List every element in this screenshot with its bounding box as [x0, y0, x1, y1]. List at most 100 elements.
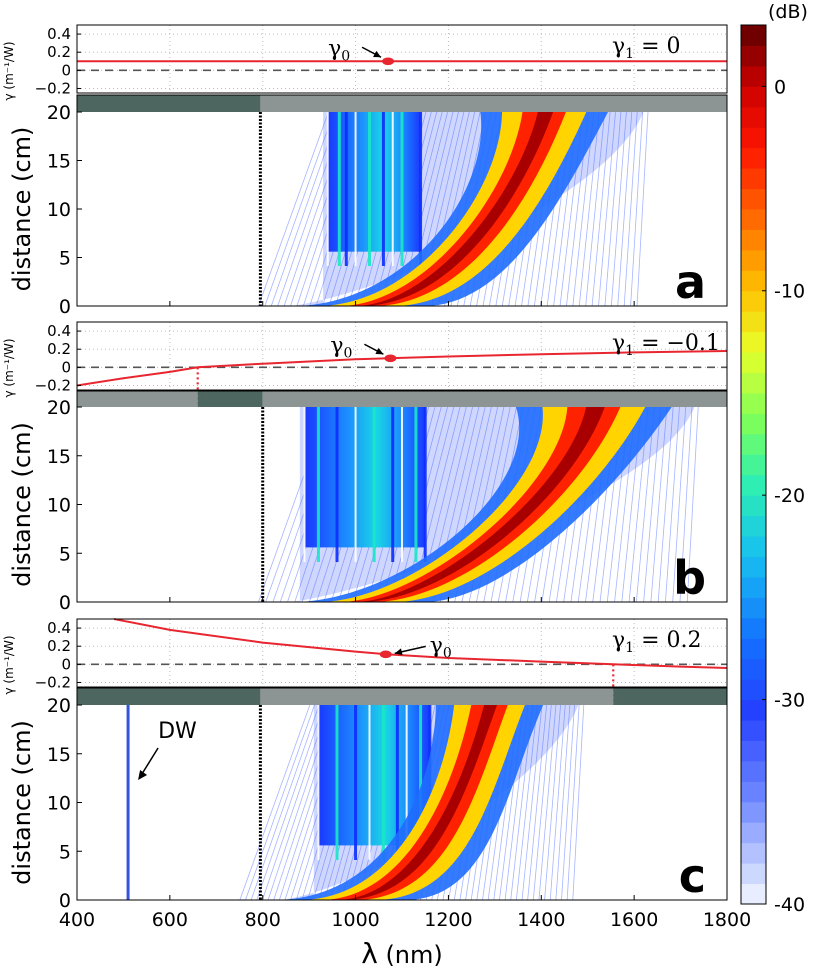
gamma1-label: γ1 = 0 — [612, 34, 681, 62]
gamma0-arrowhead — [375, 347, 384, 355]
dispersion-bar-segment — [197, 391, 263, 407]
colorbar-band — [741, 413, 766, 435]
distance-tick-label: 0 — [59, 296, 71, 318]
colorbar-band — [741, 740, 766, 762]
gamma1-subscript: 1 — [625, 640, 634, 656]
gamma-tick-label: 0.4 — [47, 25, 71, 43]
colorbar-band — [741, 372, 766, 394]
colorbar-band — [741, 249, 766, 271]
gamma-tick-label: 0 — [61, 655, 71, 673]
colorbar-band — [741, 127, 766, 149]
fringe-stripe — [515, 705, 538, 900]
colorbar-band — [741, 679, 766, 701]
x-tick-label: 1600 — [610, 909, 658, 931]
gamma-axis-label: γ (m⁻¹/W) — [2, 338, 16, 397]
colorbar-frame — [740, 24, 767, 905]
distance-tick-label: 10 — [47, 495, 71, 517]
gamma-frame — [76, 24, 728, 94]
distance-axis-label: distance (cm) — [8, 127, 36, 292]
x-tick-label: 1200 — [424, 909, 472, 931]
x-axis-lambda: λ — [361, 937, 378, 970]
distance-tick-label: 15 — [47, 446, 71, 468]
fringe-stripe — [630, 112, 643, 306]
heatmap-frame — [76, 390, 728, 603]
colorbar-band — [741, 433, 766, 455]
panel-letter: b — [673, 551, 706, 605]
gamma-tick-label: 0 — [61, 61, 71, 79]
fringe-stripe — [538, 705, 557, 900]
fringe-stripe — [643, 407, 662, 602]
distance-tick-label: 20 — [47, 695, 71, 717]
soliton-ridge-core — [339, 705, 498, 900]
panels-group: γ0 γ1 = 00.40.20−0.2γ (m⁻¹/W)05101520dist… — [2, 24, 728, 912]
x-axis-label: λ (nm) — [361, 937, 443, 970]
colorbar-band — [741, 801, 766, 823]
fringe-stripe — [665, 407, 680, 602]
colorbar-band — [741, 352, 766, 374]
x-tick-label: 600 — [152, 909, 188, 931]
gamma0-subscript: 0 — [443, 645, 452, 661]
fringe-stripe — [561, 705, 575, 900]
fringe-stripe — [591, 112, 611, 306]
plateau-band — [304, 407, 426, 548]
colorbar-band — [741, 536, 766, 557]
x-tick-label: 1400 — [517, 909, 565, 931]
gamma-frame — [76, 618, 728, 688]
colorbar-band — [741, 45, 766, 67]
colorbar-band — [741, 822, 766, 844]
x-tick-label: 400 — [59, 909, 95, 931]
distance-tick-label: 10 — [47, 199, 71, 221]
fringe-stripe — [245, 705, 315, 900]
heatmap-layer — [239, 705, 585, 900]
x-tick-label: 1800 — [703, 909, 751, 931]
heatmap-frame — [76, 94, 728, 307]
colorbar-band — [741, 842, 766, 864]
soliton-ridge-inner — [343, 112, 566, 306]
x-tick-label: 800 — [245, 909, 281, 931]
distance-axis-label: distance (cm) — [8, 422, 36, 587]
heatmap-frame — [76, 687, 728, 901]
gamma-axis-label: γ (m⁻¹/W) — [2, 635, 16, 694]
colorbar-band — [741, 474, 766, 496]
gamma-tick-label: −0.2 — [35, 673, 71, 691]
heatmap-layer — [258, 112, 649, 306]
gamma-frame — [76, 321, 728, 391]
gamma-curve — [76, 350, 728, 387]
colorbar-band — [741, 699, 766, 721]
colorbar-tick-label: 0 — [774, 76, 786, 98]
distance-tick-label: 15 — [47, 151, 71, 173]
soliton-ridge-core — [358, 407, 605, 602]
panel-a: γ0 γ1 = 00.40.20−0.2γ (m⁻¹/W)05101520dist… — [2, 24, 728, 318]
colorbar-band — [741, 25, 766, 46]
fringe-stripe — [623, 112, 638, 306]
colorbar-band — [741, 290, 766, 312]
colorbar-band — [741, 311, 766, 333]
colorbar-unit-label: (dB) — [768, 1, 808, 23]
dispersion-bar-segment — [77, 391, 198, 407]
distance-tick-label: 0 — [59, 890, 71, 912]
colorbar-tick-label: -30 — [774, 690, 805, 712]
colorbar-band — [741, 658, 766, 680]
distance-axis-label: distance (cm) — [8, 720, 36, 885]
gamma1-value: = 0.2 — [634, 628, 701, 653]
dispersion-bar-segment — [613, 688, 727, 705]
colorbar-band — [741, 106, 766, 128]
fringe-stripe — [598, 112, 616, 306]
colorbar-band — [741, 147, 766, 169]
distance-tick-label: 0 — [59, 592, 71, 614]
fringe-stripe — [544, 705, 561, 900]
fringe-stripe — [686, 407, 699, 602]
colorbar-band — [741, 454, 766, 476]
dispersion-bar-segment — [262, 391, 727, 407]
gamma0-subscript: 0 — [344, 345, 353, 361]
gamma-tick-label: 0.4 — [47, 322, 71, 340]
colorbar-band — [741, 597, 766, 619]
colorbar-tick-label: -10 — [774, 281, 805, 303]
colorbar-band — [741, 495, 766, 517]
colorbar-band — [741, 86, 766, 108]
soliton-ridge-inner — [324, 705, 508, 900]
distance-tick-label: 5 — [59, 543, 71, 565]
gamma0-marker — [379, 650, 392, 659]
